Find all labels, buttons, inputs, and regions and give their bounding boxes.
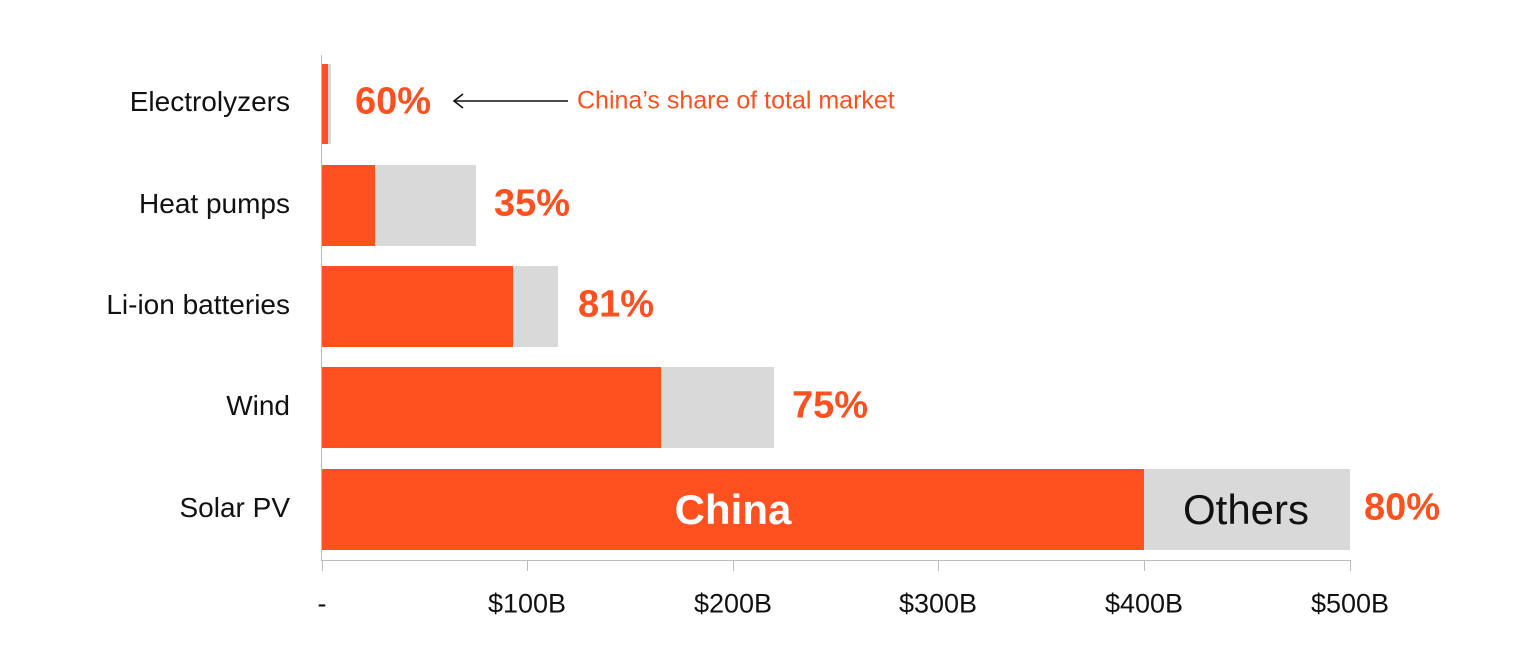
annotation-china-share: China’s share of total market [577,86,895,115]
x-tick-label-0: - [317,588,327,619]
x-tick-label-400: $400B [1104,588,1184,619]
x-tick-500 [1350,560,1351,571]
x-tick-label-300: $300B [898,588,978,619]
bar-others-wind [661,367,774,448]
x-tick-200 [733,560,734,571]
x-tick-label-500: $500B [1310,588,1390,619]
bar-china-solar-pv [322,469,1144,550]
category-label-heat-pumps: Heat pumps [139,188,290,219]
x-tick-400 [1144,560,1145,571]
y-axis-line [321,55,322,560]
share-label-heat-pumps: 35% [494,182,571,225]
bar-china-electrolyzers [322,64,328,144]
legend-label-china: China [674,486,792,533]
x-axis-line [321,560,1351,561]
share-label-electrolyzers: 60% [355,80,432,123]
x-tick-label-100: $100B [487,588,567,619]
share-label-li-ion-batteries: 81% [578,283,655,326]
bar-china-li-ion-batteries [322,266,513,347]
bar-china-wind [322,367,661,448]
x-tick-label-200: $200B [693,588,773,619]
category-label-li-ion-batteries: Li-ion batteries [106,289,290,320]
share-label-solar-pv: 80% [1364,486,1441,529]
bar-others-li-ion-batteries [513,266,558,347]
bar-china-heat-pumps [322,165,375,246]
category-label-wind: Wind [226,390,290,421]
legend-label-others: Others [1182,486,1310,533]
x-tick-300 [938,560,939,571]
x-tick-0 [322,560,323,571]
bar-others-electrolyzers [328,64,331,144]
category-label-electrolyzers: Electrolyzers [129,86,290,117]
x-tick-100 [527,560,528,571]
share-label-wind: 75% [792,384,869,427]
bar-others-heat-pumps [375,165,476,246]
bar-others-solar-pv [1144,469,1350,550]
annotation-arrow-icon [452,93,568,109]
category-label-solar-pv: Solar PV [179,492,291,523]
